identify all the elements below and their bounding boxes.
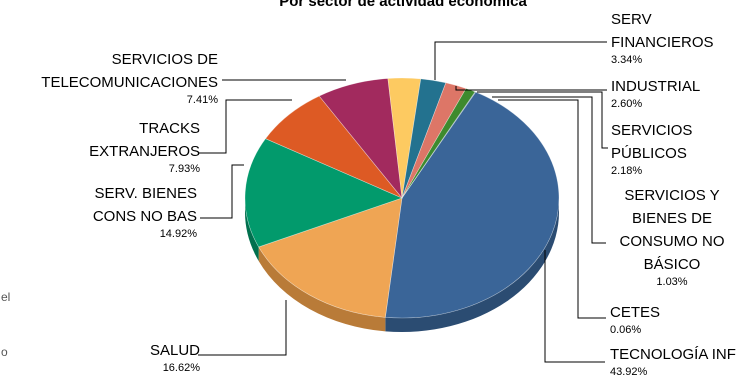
slice-value-servicios-de-telecomunicaciones: 7.41% — [187, 94, 218, 106]
slice-value-industrial: 2.60% — [611, 98, 642, 110]
slice-value-serv-financieros: 3.34% — [611, 54, 642, 66]
leader-line-tracks-extranjeros — [198, 99, 292, 154]
leader-line-servicios-publicos — [477, 91, 608, 149]
slice-value-servicios-publicos: 2.18% — [611, 165, 642, 177]
slice-label-tecnologia-inf: TECNOLOGÍA INF — [610, 346, 736, 363]
leader-line-serv-bienes-cons-no-bas — [200, 164, 244, 219]
slice-label-tracks-extranjeros: TRACKS — [139, 120, 200, 137]
slice-label-serv-bienes-cons-no-bas: CONS NO BAS — [93, 208, 197, 225]
leader-line-cetes — [498, 99, 606, 319]
slice-label-serv-bienes-cons-no-bas: SERV. BIENES — [94, 185, 197, 202]
side-fragment-2: o — [1, 345, 8, 359]
slice-label-servicios-y-bienes-de-consumo-no-basico: SERVICIOS Y — [624, 187, 719, 204]
slice-label-servicios-de-telecomunicaciones: SERVICIOS DE — [112, 51, 218, 68]
pie-layer — [244, 77, 560, 332]
leader-line-serv-financieros — [434, 41, 607, 80]
slice-label-servicios-y-bienes-de-consumo-no-basico: BÁSICO — [644, 256, 701, 273]
leader-line-servicios-y-bienes-de-consumo-no-basico — [492, 96, 606, 244]
slice-value-servicios-y-bienes-de-consumo-no-basico: 1.03% — [656, 276, 687, 288]
leader-line-salud — [198, 300, 287, 356]
slice-value-tecnologia-inf: 43.92% — [610, 366, 648, 378]
slice-value-tracks-extranjeros: 7.93% — [169, 163, 200, 175]
slice-label-serv-financieros: SERV — [611, 11, 652, 28]
slice-label-industrial: INDUSTRIAL — [611, 78, 700, 95]
slice-value-cetes: 0.06% — [610, 324, 641, 336]
pie-side-tecnologia-inf — [385, 198, 559, 332]
slice-label-tracks-extranjeros: EXTRANJEROS — [89, 143, 200, 160]
slice-value-serv-bienes-cons-no-bas: 14.92% — [160, 228, 198, 240]
slice-label-cetes: CETES — [610, 304, 660, 321]
slice-label-salud: SALUD — [150, 342, 200, 359]
pie-slice-salud — [258, 197, 403, 318]
slice-label-servicios-publicos: SERVICIOS — [611, 122, 692, 139]
slice-label-servicios-y-bienes-de-consumo-no-basico: BIENES DE — [632, 210, 712, 227]
label-layer: TECNOLOGÍA INF 43.92% SALUD 16.62% SERV. BIE… — [41, 11, 736, 378]
leader-line-tecnologia-inf — [544, 250, 605, 363]
slice-label-servicios-de-telecomunicaciones: TELECOMUNICACIONES — [41, 74, 218, 91]
pie-side-salud — [258, 246, 386, 332]
pie-slice-cetes — [401, 91, 477, 199]
slice-value-salud: 16.62% — [163, 362, 201, 374]
side-fragment-1: el — [1, 290, 10, 304]
slice-label-servicios-y-bienes-de-consumo-no-basico: CONSUMO NO — [620, 233, 725, 250]
pie-slice-serv-bienes-cons-no-bas — [244, 138, 403, 248]
pie-side-serv-bienes-cons-no-bas — [245, 198, 259, 261]
pie-slice-tecnologia-inf — [384, 91, 560, 319]
slice-label-servicios-publicos: PÚBLICOS — [611, 145, 687, 162]
chart-title: Por sector de actividad económica — [279, 0, 527, 10]
slice-label-serv-financieros: FINANCIEROS — [611, 34, 714, 51]
leader-line-industrial — [455, 86, 607, 91]
